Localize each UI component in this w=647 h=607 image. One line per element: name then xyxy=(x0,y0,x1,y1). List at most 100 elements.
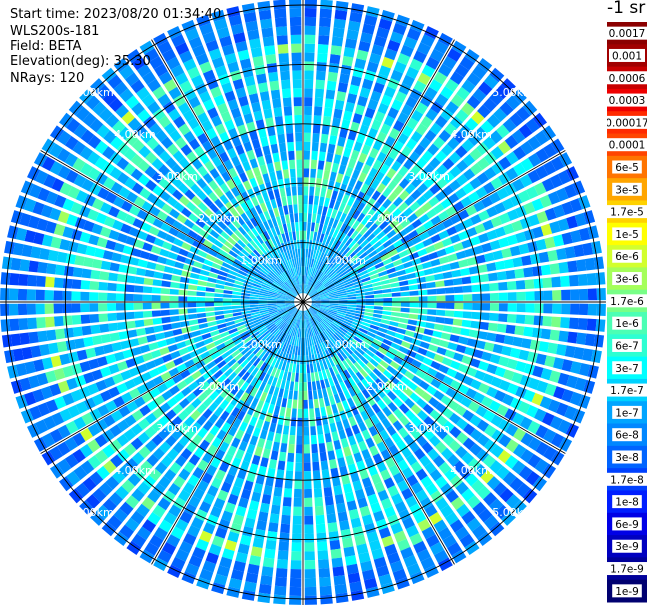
ppi-gate xyxy=(169,302,179,309)
ppi-gate xyxy=(372,453,383,465)
ppi-gate xyxy=(345,313,355,319)
ppi-gate xyxy=(397,229,408,239)
ppi-gate xyxy=(333,412,341,423)
ppi-gate xyxy=(82,477,97,492)
ppi-gate xyxy=(380,497,393,510)
ppi-gate xyxy=(512,500,527,515)
ppi-gate xyxy=(492,250,504,261)
ppi-gate xyxy=(12,242,24,256)
ppi-gate xyxy=(447,48,462,62)
ppi-gate xyxy=(299,364,303,374)
ppi-gate xyxy=(135,328,146,337)
ppi-gate xyxy=(330,467,339,478)
ppi-gate xyxy=(225,403,235,414)
ppi-gate xyxy=(113,58,129,73)
ppi-gate xyxy=(441,447,454,461)
ppi-gate xyxy=(102,250,114,261)
ppi-gate xyxy=(316,425,324,435)
ppi-gate xyxy=(274,8,287,19)
ppi-gate xyxy=(291,52,302,62)
ppi-gate xyxy=(343,147,352,158)
ppi-gate xyxy=(482,373,494,385)
ppi-gate xyxy=(295,453,303,463)
ppi-gate xyxy=(438,129,452,143)
ppi-gate xyxy=(259,293,269,297)
ppi-gate xyxy=(372,285,383,291)
ppi-gate xyxy=(116,142,130,156)
ppi-gate xyxy=(518,243,530,255)
colorbar-tick-label: 1e-6 xyxy=(615,318,639,330)
ppi-gate xyxy=(455,344,467,354)
ppi-gate xyxy=(304,284,307,294)
ppi-gate xyxy=(170,281,180,289)
ppi-gate xyxy=(288,307,297,314)
ppi-gate xyxy=(72,157,86,172)
ppi-gate xyxy=(318,223,324,234)
ppi-gate xyxy=(240,488,252,500)
ppi-gate xyxy=(115,485,129,500)
ppi-gate xyxy=(266,531,278,542)
ppi-gate xyxy=(318,35,330,45)
ppi-gate xyxy=(309,408,315,418)
ppi-gate xyxy=(361,215,370,226)
ppi-gate xyxy=(325,188,333,199)
ppi-gate xyxy=(193,145,206,158)
ppi-gate xyxy=(293,354,298,364)
ppi-gate xyxy=(231,136,242,147)
ppi-gate xyxy=(83,336,94,347)
ppi-gate xyxy=(263,210,271,221)
ppi-gate xyxy=(151,157,164,170)
ppi-gate xyxy=(246,471,256,483)
ppi-gate xyxy=(368,327,378,335)
ppi-gate xyxy=(277,460,286,471)
ppi-gate xyxy=(315,282,322,290)
colorbar-tick-label: 3e-7 xyxy=(615,363,639,375)
ppi-gate xyxy=(417,248,428,257)
ppi-gate xyxy=(304,310,307,320)
ppi-gate xyxy=(91,223,103,235)
ppi-gate xyxy=(265,181,273,192)
ppi-gate xyxy=(192,487,205,500)
ppi-gate xyxy=(587,303,598,316)
ppi-gate xyxy=(217,220,227,230)
ppi-gate xyxy=(350,324,360,330)
ppi-gate xyxy=(295,444,303,454)
ppi-gate xyxy=(144,426,157,439)
ppi-gate xyxy=(304,79,314,89)
ppi-gate xyxy=(390,282,400,288)
ppi-gate xyxy=(381,284,391,289)
ppi-gate xyxy=(213,338,224,346)
ppi-gate xyxy=(235,40,248,53)
ppi-gate xyxy=(315,416,322,426)
ppi-gate xyxy=(279,61,290,72)
ppi-gate xyxy=(292,249,296,259)
ppi-gate xyxy=(280,311,289,318)
ppi-gate xyxy=(18,273,29,286)
ppi-gate xyxy=(339,183,347,194)
ppi-gate xyxy=(144,48,159,62)
ppi-gate xyxy=(89,303,99,312)
ppi-gate xyxy=(413,332,424,340)
ppi-gate xyxy=(192,386,204,397)
ppi-gate xyxy=(448,151,462,164)
ppi-gate xyxy=(163,122,177,135)
ppi-gate xyxy=(232,175,242,186)
ppi-gate xyxy=(305,285,310,294)
ppi-gate xyxy=(486,229,498,241)
ppi-gate xyxy=(95,212,108,225)
ppi-gate xyxy=(570,361,582,375)
ppi-gate xyxy=(360,341,370,349)
ppi-gate xyxy=(167,251,178,260)
ppi-gate xyxy=(433,323,444,331)
ppi-gate xyxy=(108,363,120,375)
ppi-gate xyxy=(358,440,368,452)
ppi-gate xyxy=(80,460,95,475)
ppi-gate xyxy=(297,346,301,356)
ppi-gate xyxy=(281,352,287,362)
ppi-gate xyxy=(123,148,137,161)
ppi-gate xyxy=(346,29,359,41)
ppi-gate xyxy=(204,432,215,444)
ppi-gate xyxy=(168,227,180,237)
ppi-gate xyxy=(433,71,448,85)
ppi-gate xyxy=(32,388,45,403)
